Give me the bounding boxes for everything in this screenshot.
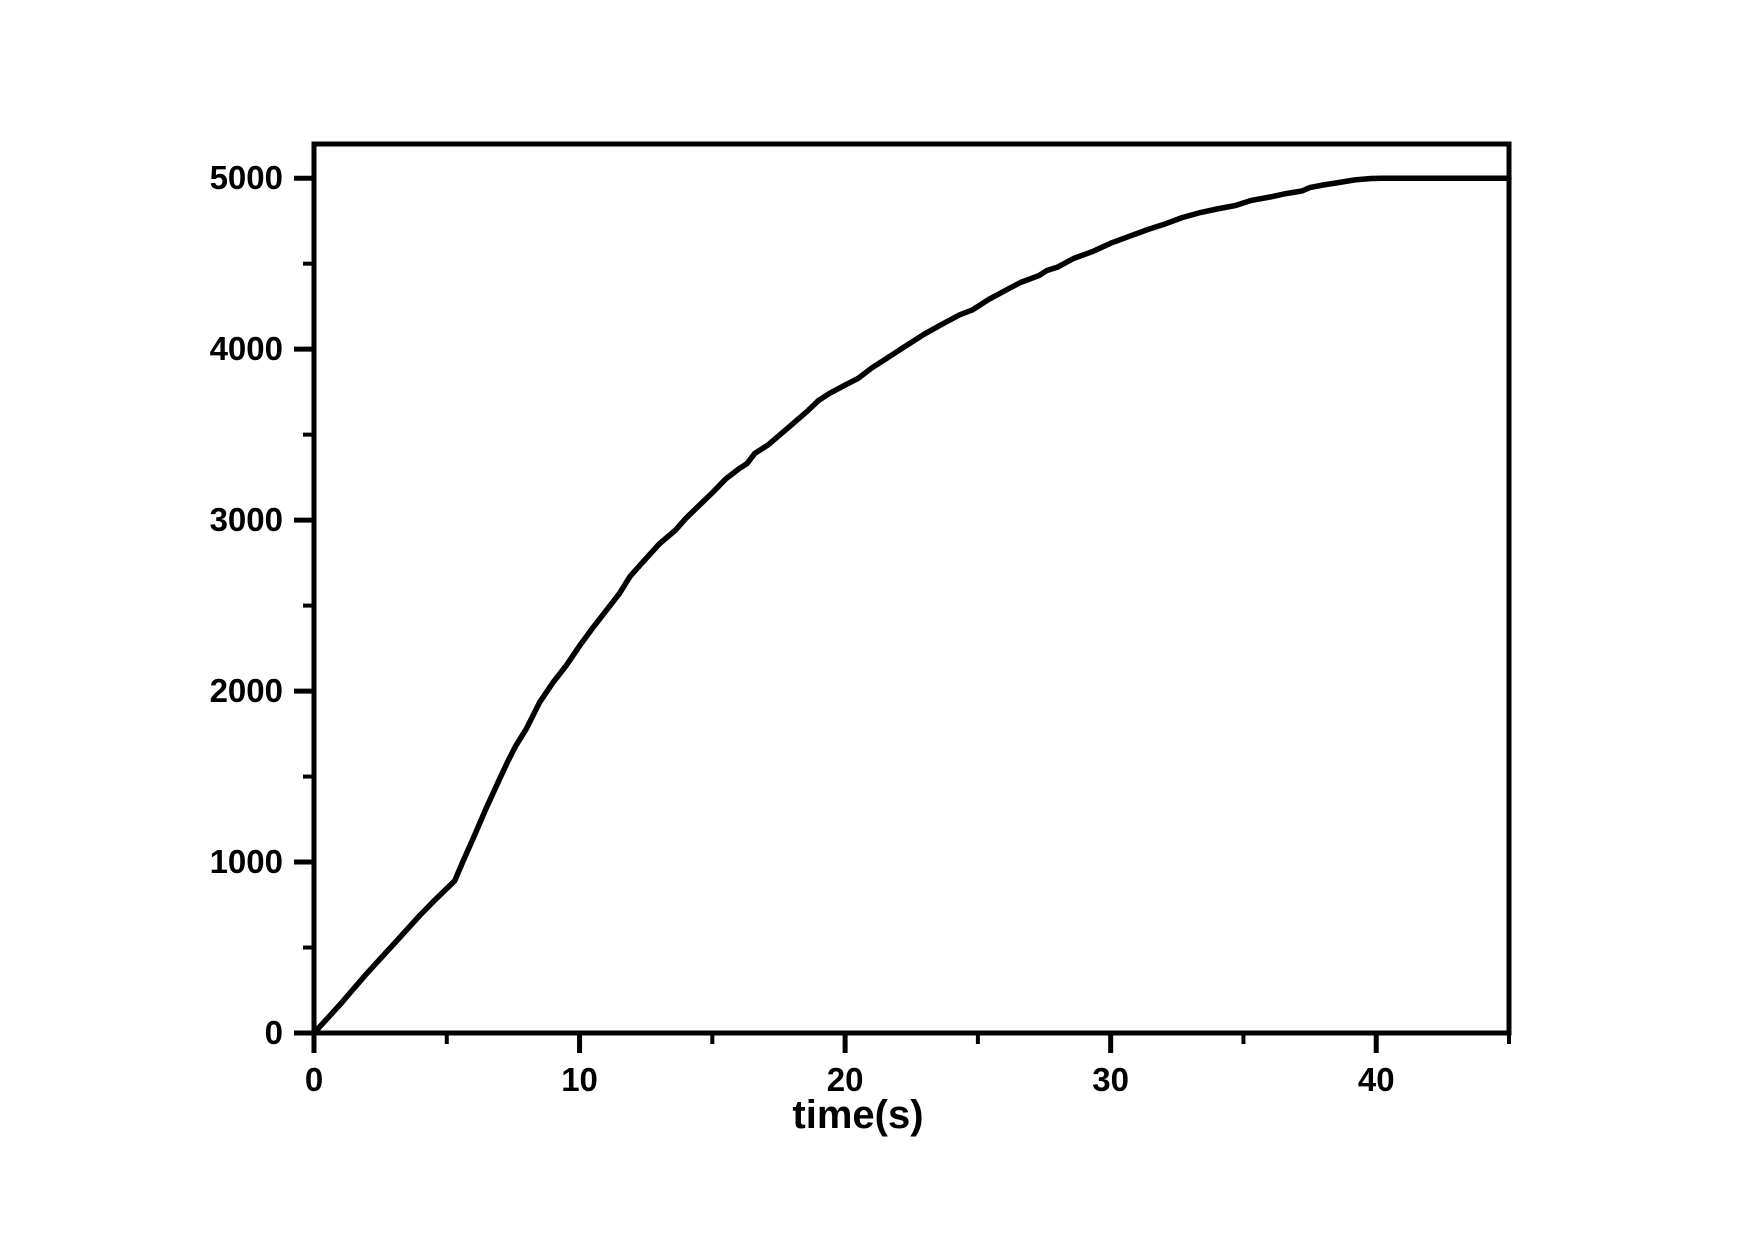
x-tick-label: 30 [1092, 1061, 1129, 1098]
y-axis-ticks [294, 175, 314, 1036]
x-axis-title: time(s) [792, 1093, 923, 1137]
x-axis-tick-labels: 0 10 20 30 40 [305, 1061, 1395, 1098]
plot-frame [311, 141, 1512, 1036]
y-tick-label: 5000 [210, 159, 283, 196]
y-tick-label: 1000 [210, 843, 283, 880]
y-tick-label: 0 [265, 1014, 283, 1051]
y-axis-tick-labels: 0 1000 2000 3000 4000 5000 [210, 159, 283, 1051]
y-tick-label: 4000 [210, 330, 283, 367]
x-tick-label: 20 [827, 1061, 864, 1098]
x-tick-label: 0 [305, 1061, 323, 1098]
x-tick-label: 40 [1358, 1061, 1395, 1098]
x-tick-label: 10 [561, 1061, 598, 1098]
y-tick-label: 3000 [210, 501, 283, 538]
y-tick-label: 2000 [210, 672, 283, 709]
x-axis-ticks [311, 1033, 1511, 1053]
data-series-line [311, 175, 1512, 1036]
